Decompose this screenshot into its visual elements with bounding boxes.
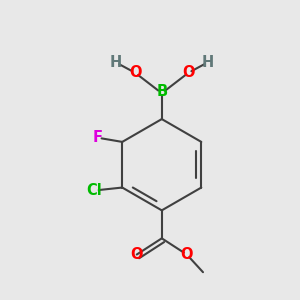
Text: O: O [181,247,193,262]
Text: F: F [93,130,103,145]
Text: O: O [130,247,143,262]
Text: H: H [201,55,214,70]
Text: O: O [182,65,194,80]
Text: B: B [156,85,167,100]
Text: O: O [129,65,142,80]
Text: H: H [110,55,122,70]
Text: Cl: Cl [87,183,103,198]
